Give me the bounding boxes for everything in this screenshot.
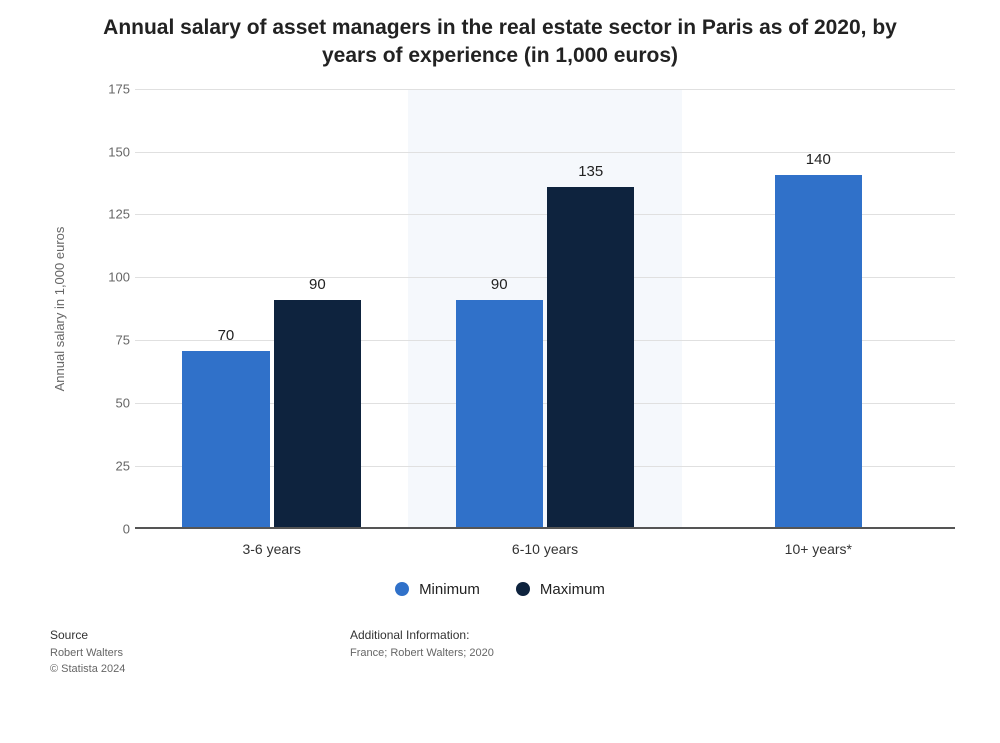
x-tick-label: 6-10 years — [512, 541, 578, 557]
legend-label: Minimum — [419, 581, 480, 598]
bar: 135 — [547, 187, 634, 526]
gridline — [135, 89, 955, 90]
bar-value-label: 90 — [456, 276, 543, 293]
plot-area: 70903-6 years901356-10 years14010+ years… — [135, 89, 955, 529]
legend-item: Maximum — [516, 581, 605, 598]
y-axis-label: Annual salary in 1,000 euros — [52, 226, 67, 391]
legend-swatch — [516, 582, 530, 596]
bar-value-label: 140 — [775, 151, 862, 168]
bar: 140 — [775, 175, 862, 527]
bar: 90 — [274, 300, 361, 526]
y-tick-label: 100 — [95, 270, 130, 285]
source-heading: Source — [50, 628, 350, 642]
chart-title: Annual salary of asset managers in the r… — [40, 0, 960, 79]
y-tick-label: 0 — [95, 521, 130, 536]
y-tick-label: 150 — [95, 144, 130, 159]
legend-item: Minimum — [395, 581, 480, 598]
chart-container: Annual salary in 1,000 euros 70903-6 yea… — [40, 79, 960, 569]
chart-footer: Source Robert Walters© Statista 2024 Add… — [40, 628, 960, 677]
y-tick-label: 75 — [95, 333, 130, 348]
bar-value-label: 70 — [182, 327, 269, 344]
x-tick-label: 10+ years* — [785, 541, 852, 557]
y-tick-label: 125 — [95, 207, 130, 222]
y-tick-label: 50 — [95, 395, 130, 410]
plot-band — [408, 89, 681, 527]
info-body: France; Robert Walters; 2020 — [350, 646, 950, 661]
bar: 70 — [182, 351, 269, 527]
bar: 90 — [456, 300, 543, 526]
legend: Minimum Maximum — [40, 581, 960, 601]
bar-value-label: 90 — [274, 276, 361, 293]
legend-label: Maximum — [540, 581, 605, 598]
source-body: Robert Walters© Statista 2024 — [50, 646, 350, 677]
y-tick-label: 25 — [95, 458, 130, 473]
y-tick-label: 175 — [95, 81, 130, 96]
x-tick-label: 3-6 years — [242, 541, 300, 557]
info-heading: Additional Information: — [350, 628, 950, 642]
bar-value-label: 135 — [547, 163, 634, 180]
legend-swatch — [395, 582, 409, 596]
